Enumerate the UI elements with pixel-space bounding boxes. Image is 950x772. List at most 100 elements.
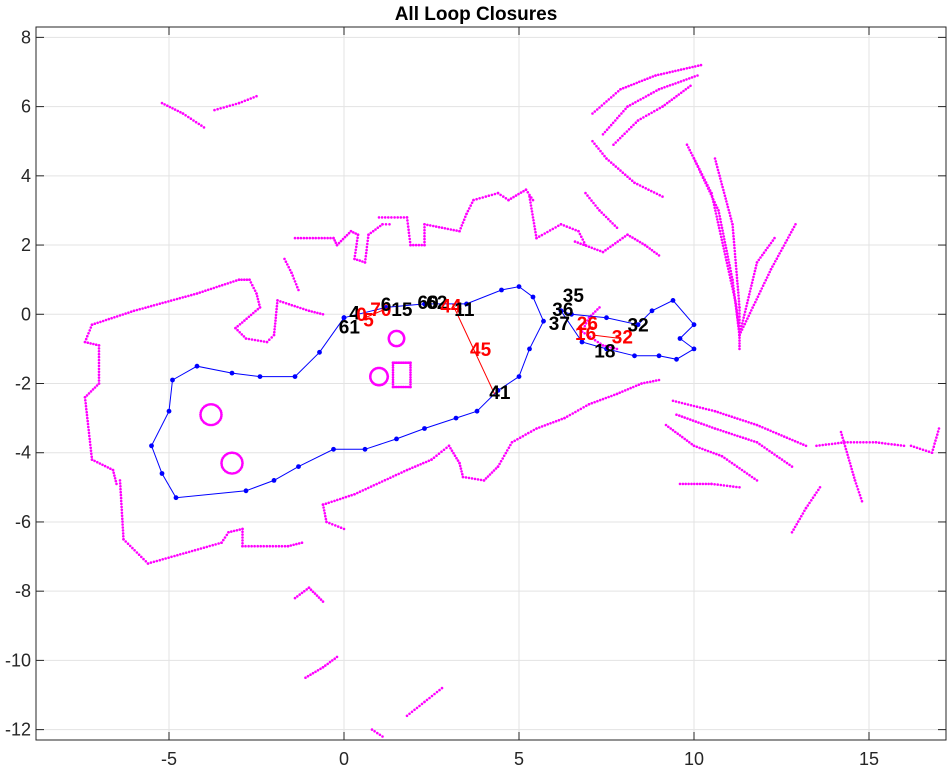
scan-point <box>435 690 439 694</box>
scan-point <box>937 427 941 430</box>
scan-point <box>933 442 936 445</box>
scan-point <box>738 344 741 348</box>
scan-point <box>434 225 438 228</box>
scan-point <box>737 294 740 297</box>
scan-point <box>935 436 938 439</box>
scan-point <box>97 376 101 379</box>
scan-point <box>533 225 536 228</box>
scan-point <box>784 241 787 245</box>
scan-point <box>466 209 470 213</box>
scan-point <box>795 523 798 526</box>
scan-point <box>858 493 862 497</box>
scan-point <box>755 423 759 427</box>
trajectory-node <box>159 471 165 476</box>
scan-point <box>568 226 572 229</box>
scan-point <box>609 220 612 223</box>
scan-point <box>595 108 599 111</box>
scan-point <box>355 242 359 246</box>
scan-point <box>271 544 275 548</box>
scan-point <box>601 133 605 136</box>
scan-point <box>283 257 286 261</box>
scan-point <box>462 218 466 221</box>
scan-point <box>192 293 196 296</box>
scan-point <box>423 226 426 229</box>
scan-point <box>230 530 233 533</box>
scan-point <box>798 517 802 521</box>
scan-point <box>449 447 452 450</box>
scan-point <box>341 496 345 500</box>
scan-point <box>212 286 216 290</box>
trajectory-node <box>541 318 546 324</box>
scan-point <box>211 543 214 547</box>
scan-point <box>475 197 478 201</box>
trajectory-node <box>579 339 585 345</box>
scan-point <box>192 119 195 122</box>
scan-point <box>647 188 650 191</box>
scan-point <box>716 168 720 172</box>
scan-point <box>234 326 237 330</box>
scan-point <box>765 276 769 279</box>
scan-point <box>274 313 278 317</box>
scan-point <box>710 482 713 486</box>
scan-point <box>755 441 759 444</box>
scan-point <box>736 316 739 319</box>
scan-point <box>120 511 124 515</box>
scan-point <box>413 708 416 712</box>
scan-point <box>450 449 454 453</box>
scan-point <box>899 444 903 447</box>
scan-point <box>240 100 244 104</box>
scan-point <box>461 475 465 479</box>
scan-point <box>692 444 696 448</box>
scan-point <box>918 447 922 451</box>
scan-point <box>714 160 718 163</box>
grid <box>36 27 946 740</box>
scan-point <box>705 424 709 427</box>
scan-point <box>741 319 745 322</box>
scan-point <box>309 673 312 676</box>
scan-point <box>722 412 725 416</box>
scan-point <box>274 544 278 548</box>
scan-point <box>365 245 369 249</box>
scan-point <box>490 193 494 197</box>
scan-point <box>725 258 728 262</box>
scan-point <box>255 295 259 298</box>
scan-point <box>767 273 770 277</box>
scan-point <box>316 669 320 672</box>
scan-point <box>730 220 733 223</box>
scan-point <box>352 231 355 234</box>
scan-point <box>482 479 486 482</box>
scan-point <box>636 239 639 242</box>
scan-point <box>735 273 739 277</box>
scan-point <box>845 450 849 454</box>
scan-point <box>245 278 249 282</box>
scan-point <box>423 700 426 704</box>
trajectory-node <box>530 294 536 300</box>
scan-point <box>679 80 683 83</box>
scan-point <box>800 514 803 518</box>
scan-point <box>373 730 376 733</box>
scan-point <box>391 380 395 384</box>
scan-point <box>750 475 754 479</box>
scan-point <box>601 250 605 254</box>
scan-point <box>830 442 834 446</box>
trajectory-node <box>257 374 263 379</box>
scan-point <box>801 512 805 515</box>
scan-point <box>734 307 738 311</box>
scan-point <box>557 224 560 228</box>
scan-point <box>856 488 860 491</box>
scan-point <box>119 490 122 494</box>
scan-point <box>728 484 732 488</box>
scan-point <box>773 236 776 240</box>
scan-point <box>877 441 881 445</box>
scan-point <box>404 361 407 365</box>
scan-point <box>704 407 708 411</box>
scan-point <box>741 419 745 422</box>
scan-point <box>408 234 411 238</box>
scan-point <box>796 520 800 523</box>
scan-point <box>119 493 123 497</box>
scan-point <box>350 493 353 497</box>
scan-point <box>241 463 244 467</box>
scan-point <box>137 553 141 556</box>
scan-point <box>748 293 751 296</box>
scan-point <box>843 444 847 448</box>
